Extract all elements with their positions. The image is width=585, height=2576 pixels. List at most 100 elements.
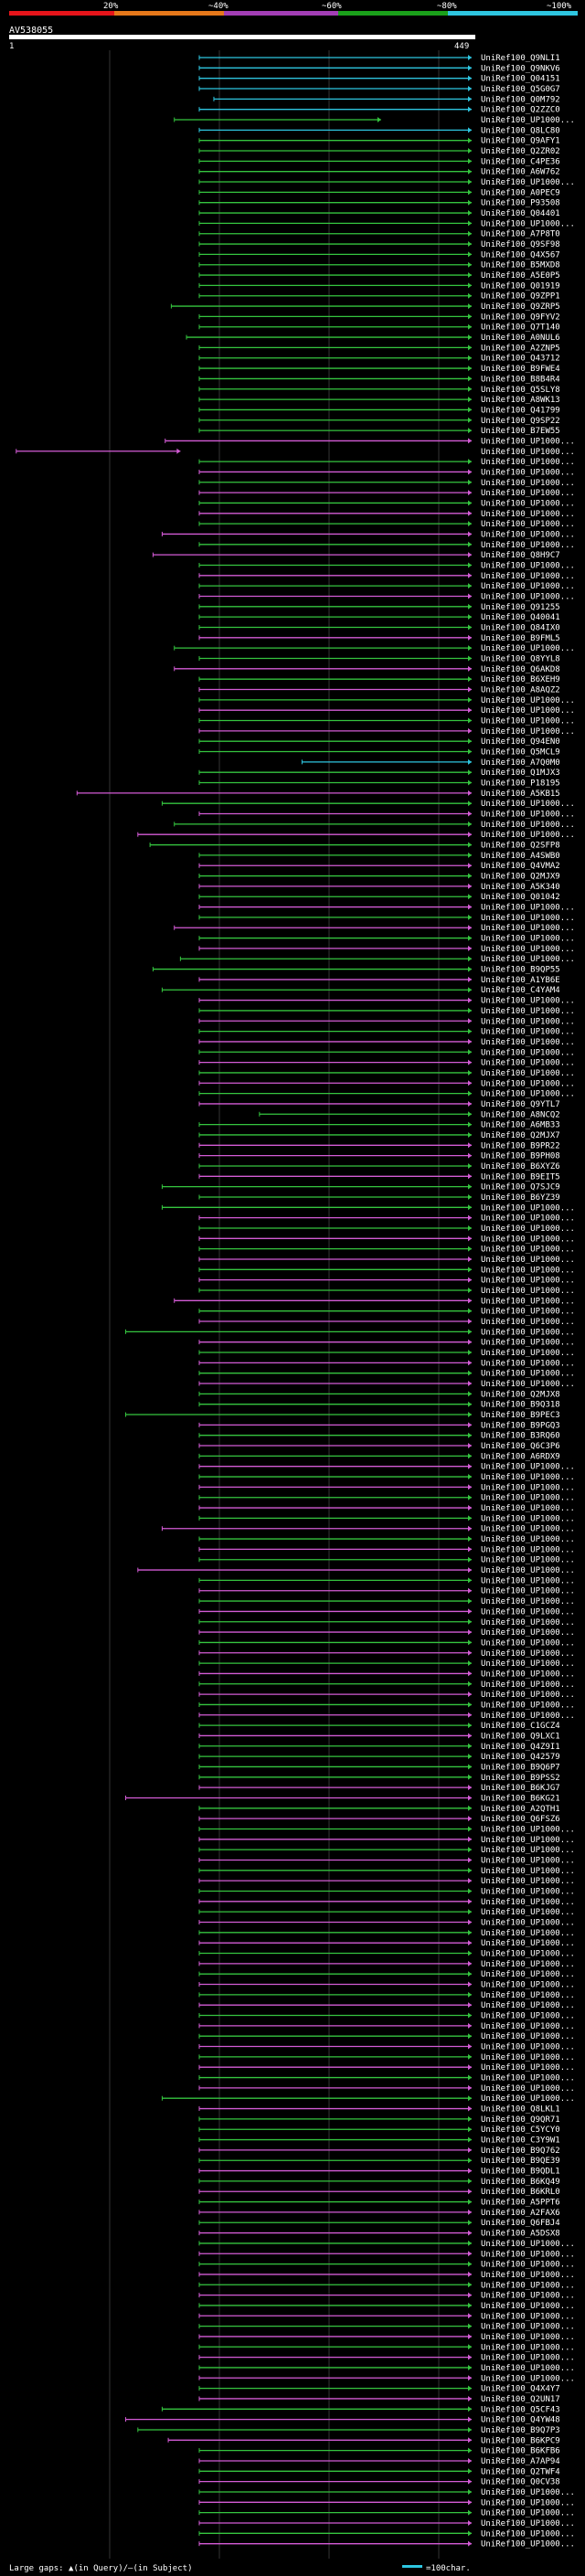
hit-label[interactable]: UniRef100_UP1000... <box>481 1638 575 1648</box>
hit-label[interactable]: UniRef100_Q6FSZ6 <box>481 1815 560 1824</box>
hit-label[interactable]: UniRef100_B9PSS2 <box>481 1774 560 1783</box>
hit-label[interactable]: UniRef100_A5E0P5 <box>481 271 560 281</box>
hit-label[interactable]: UniRef100_UP1000... <box>481 1618 575 1627</box>
hit-label[interactable]: UniRef100_UP1000... <box>481 572 575 581</box>
hit-label[interactable]: UniRef100_UP1000... <box>481 1297 575 1306</box>
hit-label[interactable]: UniRef100_UP1000... <box>481 831 575 840</box>
hit-label[interactable]: UniRef100_B9PGQ3 <box>481 1421 560 1430</box>
hit-label[interactable]: UniRef100_UP1000... <box>481 1908 575 1917</box>
hit-label[interactable]: UniRef100_UP1000... <box>481 1328 575 1337</box>
hit-label[interactable]: UniRef100_UP1000... <box>481 1483 575 1492</box>
hit-label[interactable]: UniRef100_UP1000... <box>481 178 575 187</box>
hit-label[interactable]: UniRef100_B3RQ60 <box>481 1432 560 1441</box>
hit-label[interactable]: UniRef100_UP1000... <box>481 489 575 498</box>
hit-label[interactable]: UniRef100_UP1000... <box>481 1246 575 1255</box>
hit-label[interactable]: UniRef100_UP1000... <box>481 2074 575 2083</box>
hit-label[interactable]: UniRef100_A7P8T0 <box>481 230 560 239</box>
hit-label[interactable]: UniRef100_UP1000... <box>481 541 575 550</box>
hit-label[interactable]: UniRef100_UP1000... <box>481 955 575 964</box>
hit-label[interactable]: UniRef100_UP1000... <box>481 437 575 446</box>
hit-label[interactable]: UniRef100_UP1000... <box>481 2312 575 2321</box>
hit-label[interactable]: UniRef100_Q0M792 <box>481 95 560 104</box>
hit-label[interactable]: UniRef100_UP1000... <box>481 510 575 519</box>
hit-label[interactable]: UniRef100_A8AQZ2 <box>481 686 560 695</box>
hit-label[interactable]: UniRef100_UP1000... <box>481 1597 575 1606</box>
hit-label[interactable]: UniRef100_UP1000... <box>481 2094 575 2104</box>
hit-label[interactable]: UniRef100_UP1000... <box>481 1069 575 1078</box>
hit-label[interactable]: UniRef100_Q9LXC1 <box>481 1732 560 1741</box>
hit-label[interactable]: UniRef100_UP1000... <box>481 2498 575 2507</box>
hit-label[interactable]: UniRef100_UP1000... <box>481 1017 575 1026</box>
hit-label[interactable]: UniRef100_A6MB33 <box>481 1121 560 1130</box>
hit-label[interactable]: UniRef100_UP1000... <box>481 499 575 508</box>
hit-label[interactable]: UniRef100_Q94EN0 <box>481 737 560 747</box>
hit-label[interactable]: UniRef100_C1GCZ4 <box>481 1722 560 1731</box>
hit-label[interactable]: UniRef100_B9FML5 <box>481 634 560 643</box>
hit-label[interactable]: UniRef100_UP1000... <box>481 1007 575 1016</box>
hit-label[interactable]: UniRef100_UP1000... <box>481 2529 575 2539</box>
hit-label[interactable]: UniRef100_C3Y9W1 <box>481 2136 560 2146</box>
hit-label[interactable]: UniRef100_C4PE36 <box>481 157 560 166</box>
hit-label[interactable]: UniRef100_UP1000... <box>481 1659 575 1669</box>
hit-label[interactable]: UniRef100_Q2SFP8 <box>481 842 560 851</box>
hit-label[interactable]: UniRef100_UP1000... <box>481 1929 575 1938</box>
hit-label[interactable]: UniRef100_UP1000... <box>481 1877 575 1886</box>
hit-label[interactable]: UniRef100_Q42579 <box>481 1753 560 1762</box>
hit-label[interactable]: UniRef100_UP1000... <box>481 1939 575 1948</box>
hit-label[interactable]: UniRef100_UP1000... <box>481 1059 575 1068</box>
hit-label[interactable]: UniRef100_UP1000... <box>481 1680 575 1690</box>
hit-label[interactable]: UniRef100_UP1000... <box>481 935 575 944</box>
hit-label[interactable]: UniRef100_UP1000... <box>481 1370 575 1379</box>
hit-label[interactable]: UniRef100_UP1000... <box>481 219 575 228</box>
hit-label[interactable]: UniRef100_A5DSX8 <box>481 2230 560 2239</box>
hit-label[interactable]: UniRef100_UP1000... <box>481 1287 575 1296</box>
hit-label[interactable]: UniRef100_UP1000... <box>481 717 575 726</box>
hit-label[interactable]: UniRef100_UP1000... <box>481 2022 575 2031</box>
hit-label[interactable]: UniRef100_UP1000... <box>481 1545 575 1554</box>
hit-label[interactable]: UniRef100_UP1000... <box>481 1494 575 1503</box>
hit-label[interactable]: UniRef100_P18195 <box>481 779 560 789</box>
hit-label[interactable]: UniRef100_UP1000... <box>481 2032 575 2041</box>
hit-label[interactable]: UniRef100_Q2MJX8 <box>481 1390 560 1399</box>
hit-label[interactable]: UniRef100_UP1000... <box>481 2333 575 2342</box>
hit-label[interactable]: UniRef100_Q1MJX3 <box>481 769 560 778</box>
hit-label[interactable]: UniRef100_UP1000... <box>481 2271 575 2280</box>
hit-label[interactable]: UniRef100_Q8H9C7 <box>481 551 560 560</box>
hit-label[interactable]: UniRef100_Q2MJX7 <box>481 1131 560 1140</box>
hit-label[interactable]: UniRef100_UP1000... <box>481 2488 575 2497</box>
hit-label[interactable]: UniRef100_Q8LC80 <box>481 126 560 135</box>
hit-label[interactable]: UniRef100_UP1000... <box>481 727 575 737</box>
hit-label[interactable]: UniRef100_B6KRL0 <box>481 2188 560 2197</box>
hit-label[interactable]: UniRef100_UP1000... <box>481 530 575 539</box>
hit-label[interactable]: UniRef100_Q4VMA2 <box>481 862 560 871</box>
hit-label[interactable]: UniRef100_B6KPC9 <box>481 2436 560 2445</box>
hit-label[interactable]: UniRef100_B9Q6P7 <box>481 1763 560 1772</box>
hit-label[interactable]: UniRef100_Q5CF43 <box>481 2405 560 2414</box>
hit-label[interactable]: UniRef100_B6KJG7 <box>481 1784 560 1793</box>
hit-label[interactable]: UniRef100_Q5G0G7 <box>481 85 560 94</box>
hit-label[interactable]: UniRef100_A2QTH1 <box>481 1805 560 1814</box>
hit-label[interactable]: UniRef100_Q2UN17 <box>481 2395 560 2404</box>
hit-label[interactable]: UniRef100_Q9AFY1 <box>481 137 560 146</box>
hit-label[interactable]: UniRef100_UP1000... <box>481 2302 575 2311</box>
hit-label[interactable]: UniRef100_Q7T140 <box>481 323 560 333</box>
hit-label[interactable]: UniRef100_UP1000... <box>481 914 575 923</box>
hit-label[interactable]: UniRef100_B6KQ49 <box>481 2178 560 2187</box>
hit-label[interactable]: UniRef100_B9Q762 <box>481 2147 560 2156</box>
hit-label[interactable]: UniRef100_Q41799 <box>481 406 560 415</box>
hit-label[interactable]: UniRef100_B6KG21 <box>481 1794 560 1803</box>
hit-label[interactable]: UniRef100_Q2TWF4 <box>481 2467 560 2476</box>
hit-label[interactable]: UniRef100_UP1000... <box>481 2250 575 2259</box>
hit-label[interactable]: UniRef100_A0PEC9 <box>481 188 560 197</box>
hit-label[interactable]: UniRef100_UP1000... <box>481 1712 575 1721</box>
hit-label[interactable]: UniRef100_A5PPT6 <box>481 2199 560 2208</box>
hit-label[interactable]: UniRef100_UP1000... <box>481 1277 575 1286</box>
hit-label[interactable]: UniRef100_Q4Z9I1 <box>481 1743 560 1752</box>
hit-label[interactable]: UniRef100_UP1000... <box>481 582 575 591</box>
hit-label[interactable]: UniRef100_UP1000... <box>481 2012 575 2021</box>
hit-label[interactable]: UniRef100_UP1000... <box>481 924 575 933</box>
hit-label[interactable]: UniRef100_B9EIT5 <box>481 1172 560 1182</box>
hit-label[interactable]: UniRef100_Q2ZZC0 <box>481 106 560 115</box>
hit-label[interactable]: UniRef100_UP1000... <box>481 1256 575 1265</box>
hit-label[interactable]: UniRef100_UP1000... <box>481 520 575 529</box>
